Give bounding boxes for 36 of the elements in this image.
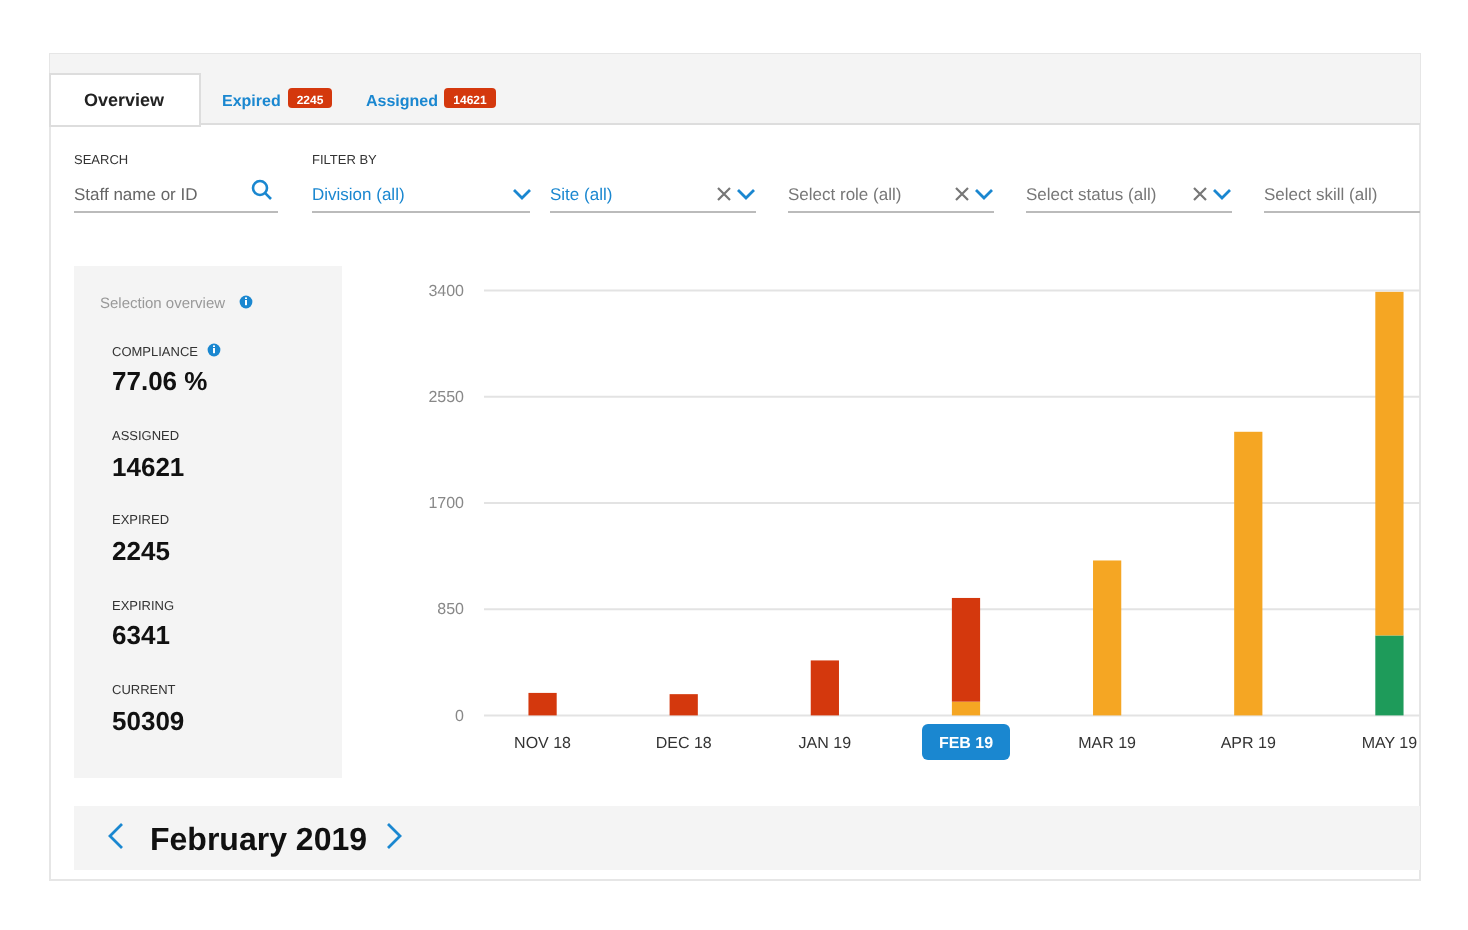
x-tick-label: FEB 19 xyxy=(938,734,995,752)
y-tick-label: 1700 xyxy=(428,494,466,513)
text: 6341 xyxy=(112,620,170,650)
text: February 2019 xyxy=(150,824,368,858)
bar xyxy=(669,694,698,716)
text: Select role (all) xyxy=(788,184,902,204)
x-tick-label: NOV 18 xyxy=(514,734,573,752)
text: 50309 xyxy=(112,706,185,736)
bar xyxy=(951,701,981,716)
x-tick-label: MAY 19 xyxy=(1361,734,1419,752)
y-tick-label: 850 xyxy=(437,600,466,619)
x-tick-label: APR 19 xyxy=(1220,734,1277,752)
bar xyxy=(1375,635,1404,716)
y-tick-label: 0 xyxy=(455,706,466,725)
text: Site (all) xyxy=(550,184,613,204)
text: 2245 xyxy=(112,536,170,566)
text: Overview xyxy=(83,90,167,110)
bar xyxy=(1234,431,1263,716)
text: 14621 xyxy=(112,452,185,482)
x-tick-label: JAN 19 xyxy=(798,734,853,752)
x-tick-label: DEC 18 xyxy=(655,734,713,752)
x-tick-label: MAR 19 xyxy=(1078,734,1138,752)
text: Select status (all) xyxy=(1026,184,1157,204)
text: Division (all) xyxy=(312,184,405,204)
text: Expired xyxy=(222,92,281,110)
bar xyxy=(810,660,839,716)
text: Select skill (all) xyxy=(1264,184,1378,204)
bar xyxy=(1093,560,1122,716)
text: Assigned xyxy=(366,92,439,110)
bar xyxy=(528,692,557,716)
text: Staff name or ID xyxy=(74,184,198,204)
bar xyxy=(1375,291,1404,636)
y-tick-label: 2550 xyxy=(428,387,466,406)
bar xyxy=(951,597,981,702)
y-tick-label: 3400 xyxy=(428,281,466,300)
text: 77.06 % xyxy=(112,366,209,396)
